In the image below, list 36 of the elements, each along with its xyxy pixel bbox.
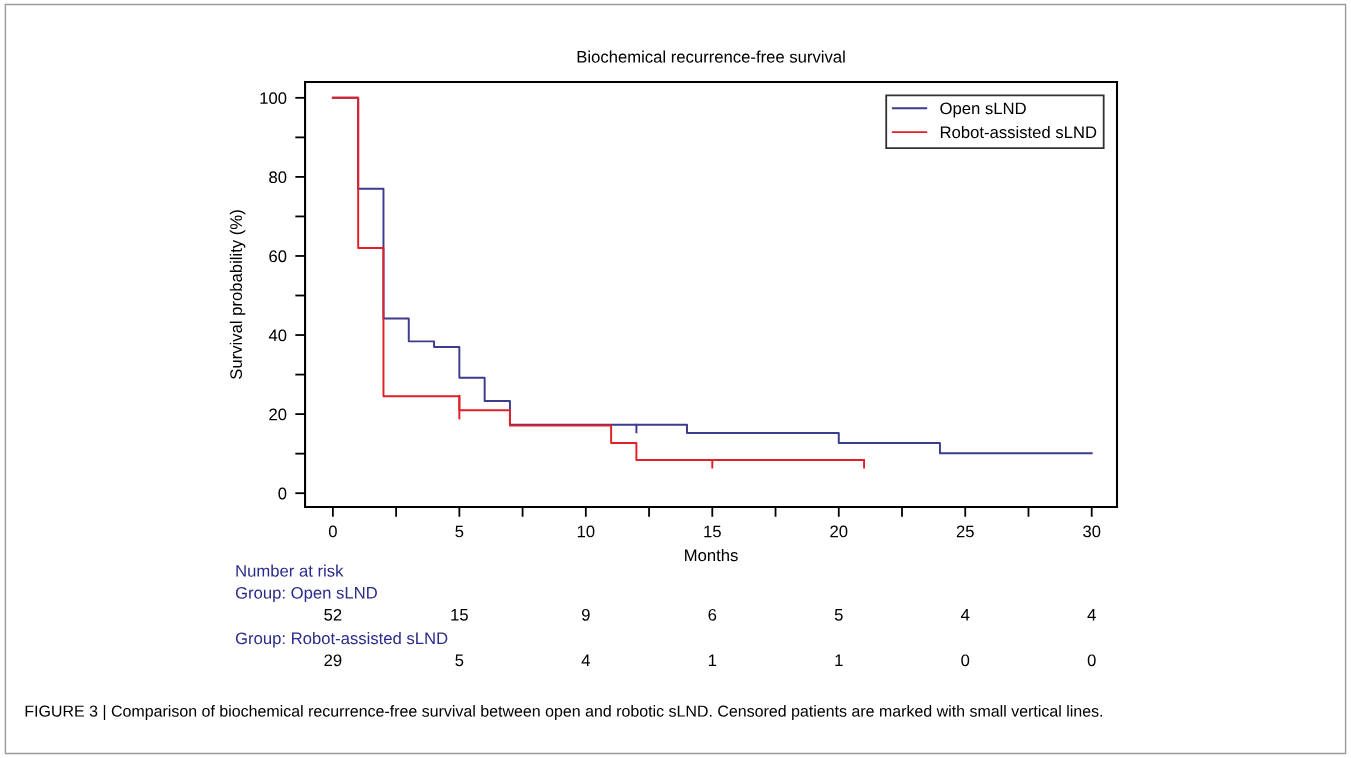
y-tick-label: 0 bbox=[278, 487, 287, 500]
legend-label: Robot-assisted sLND bbox=[940, 125, 1097, 139]
text: 4 bbox=[1087, 609, 1096, 621]
x-tick-label: 30 bbox=[1083, 525, 1101, 538]
y-axis-title: Survival probability (%) bbox=[229, 210, 246, 379]
y-tick-label: 100 bbox=[260, 92, 287, 105]
y-tick-label: 20 bbox=[269, 408, 287, 421]
text: 29 bbox=[324, 654, 342, 667]
x-axis-title: Months bbox=[685, 548, 738, 562]
text: 0 bbox=[961, 654, 970, 667]
text: 4 bbox=[581, 654, 590, 667]
x-tick-label: 10 bbox=[577, 525, 595, 538]
text: 15 bbox=[451, 609, 468, 621]
legend-label: Open sLND bbox=[940, 102, 1026, 118]
x-tick-label: 0 bbox=[328, 525, 337, 538]
text: 0 bbox=[1087, 654, 1096, 667]
y-tick-label: 40 bbox=[268, 329, 287, 342]
x-tick-label: 25 bbox=[956, 525, 974, 538]
x-tick-label: 15 bbox=[704, 525, 721, 538]
text: 4 bbox=[960, 609, 970, 621]
y-tick-label: 60 bbox=[269, 250, 287, 263]
text: Number at risk bbox=[236, 564, 344, 577]
text: 5 bbox=[834, 609, 843, 621]
text: Group: Open sLND bbox=[235, 586, 377, 603]
chart-title: Biochemical recurrence-free survival bbox=[577, 50, 845, 63]
text: 1 bbox=[708, 654, 717, 667]
y-tick-label: 80 bbox=[269, 171, 287, 184]
caption: FIGURE 3 | Comparison of biochemical recurrence-free survival between open and robotic sLND. Censored patients are marked with small vertical lines. bbox=[25, 705, 1103, 720]
text: 52 bbox=[324, 608, 342, 621]
text: Group: Robot-assisted sLND bbox=[235, 631, 448, 648]
text: 5 bbox=[455, 654, 464, 667]
text: 9 bbox=[581, 608, 590, 621]
text: 1 bbox=[835, 654, 843, 667]
text: 6 bbox=[708, 608, 717, 621]
x-tick-label: 20 bbox=[830, 525, 848, 538]
x-tick-label: 5 bbox=[455, 525, 464, 538]
